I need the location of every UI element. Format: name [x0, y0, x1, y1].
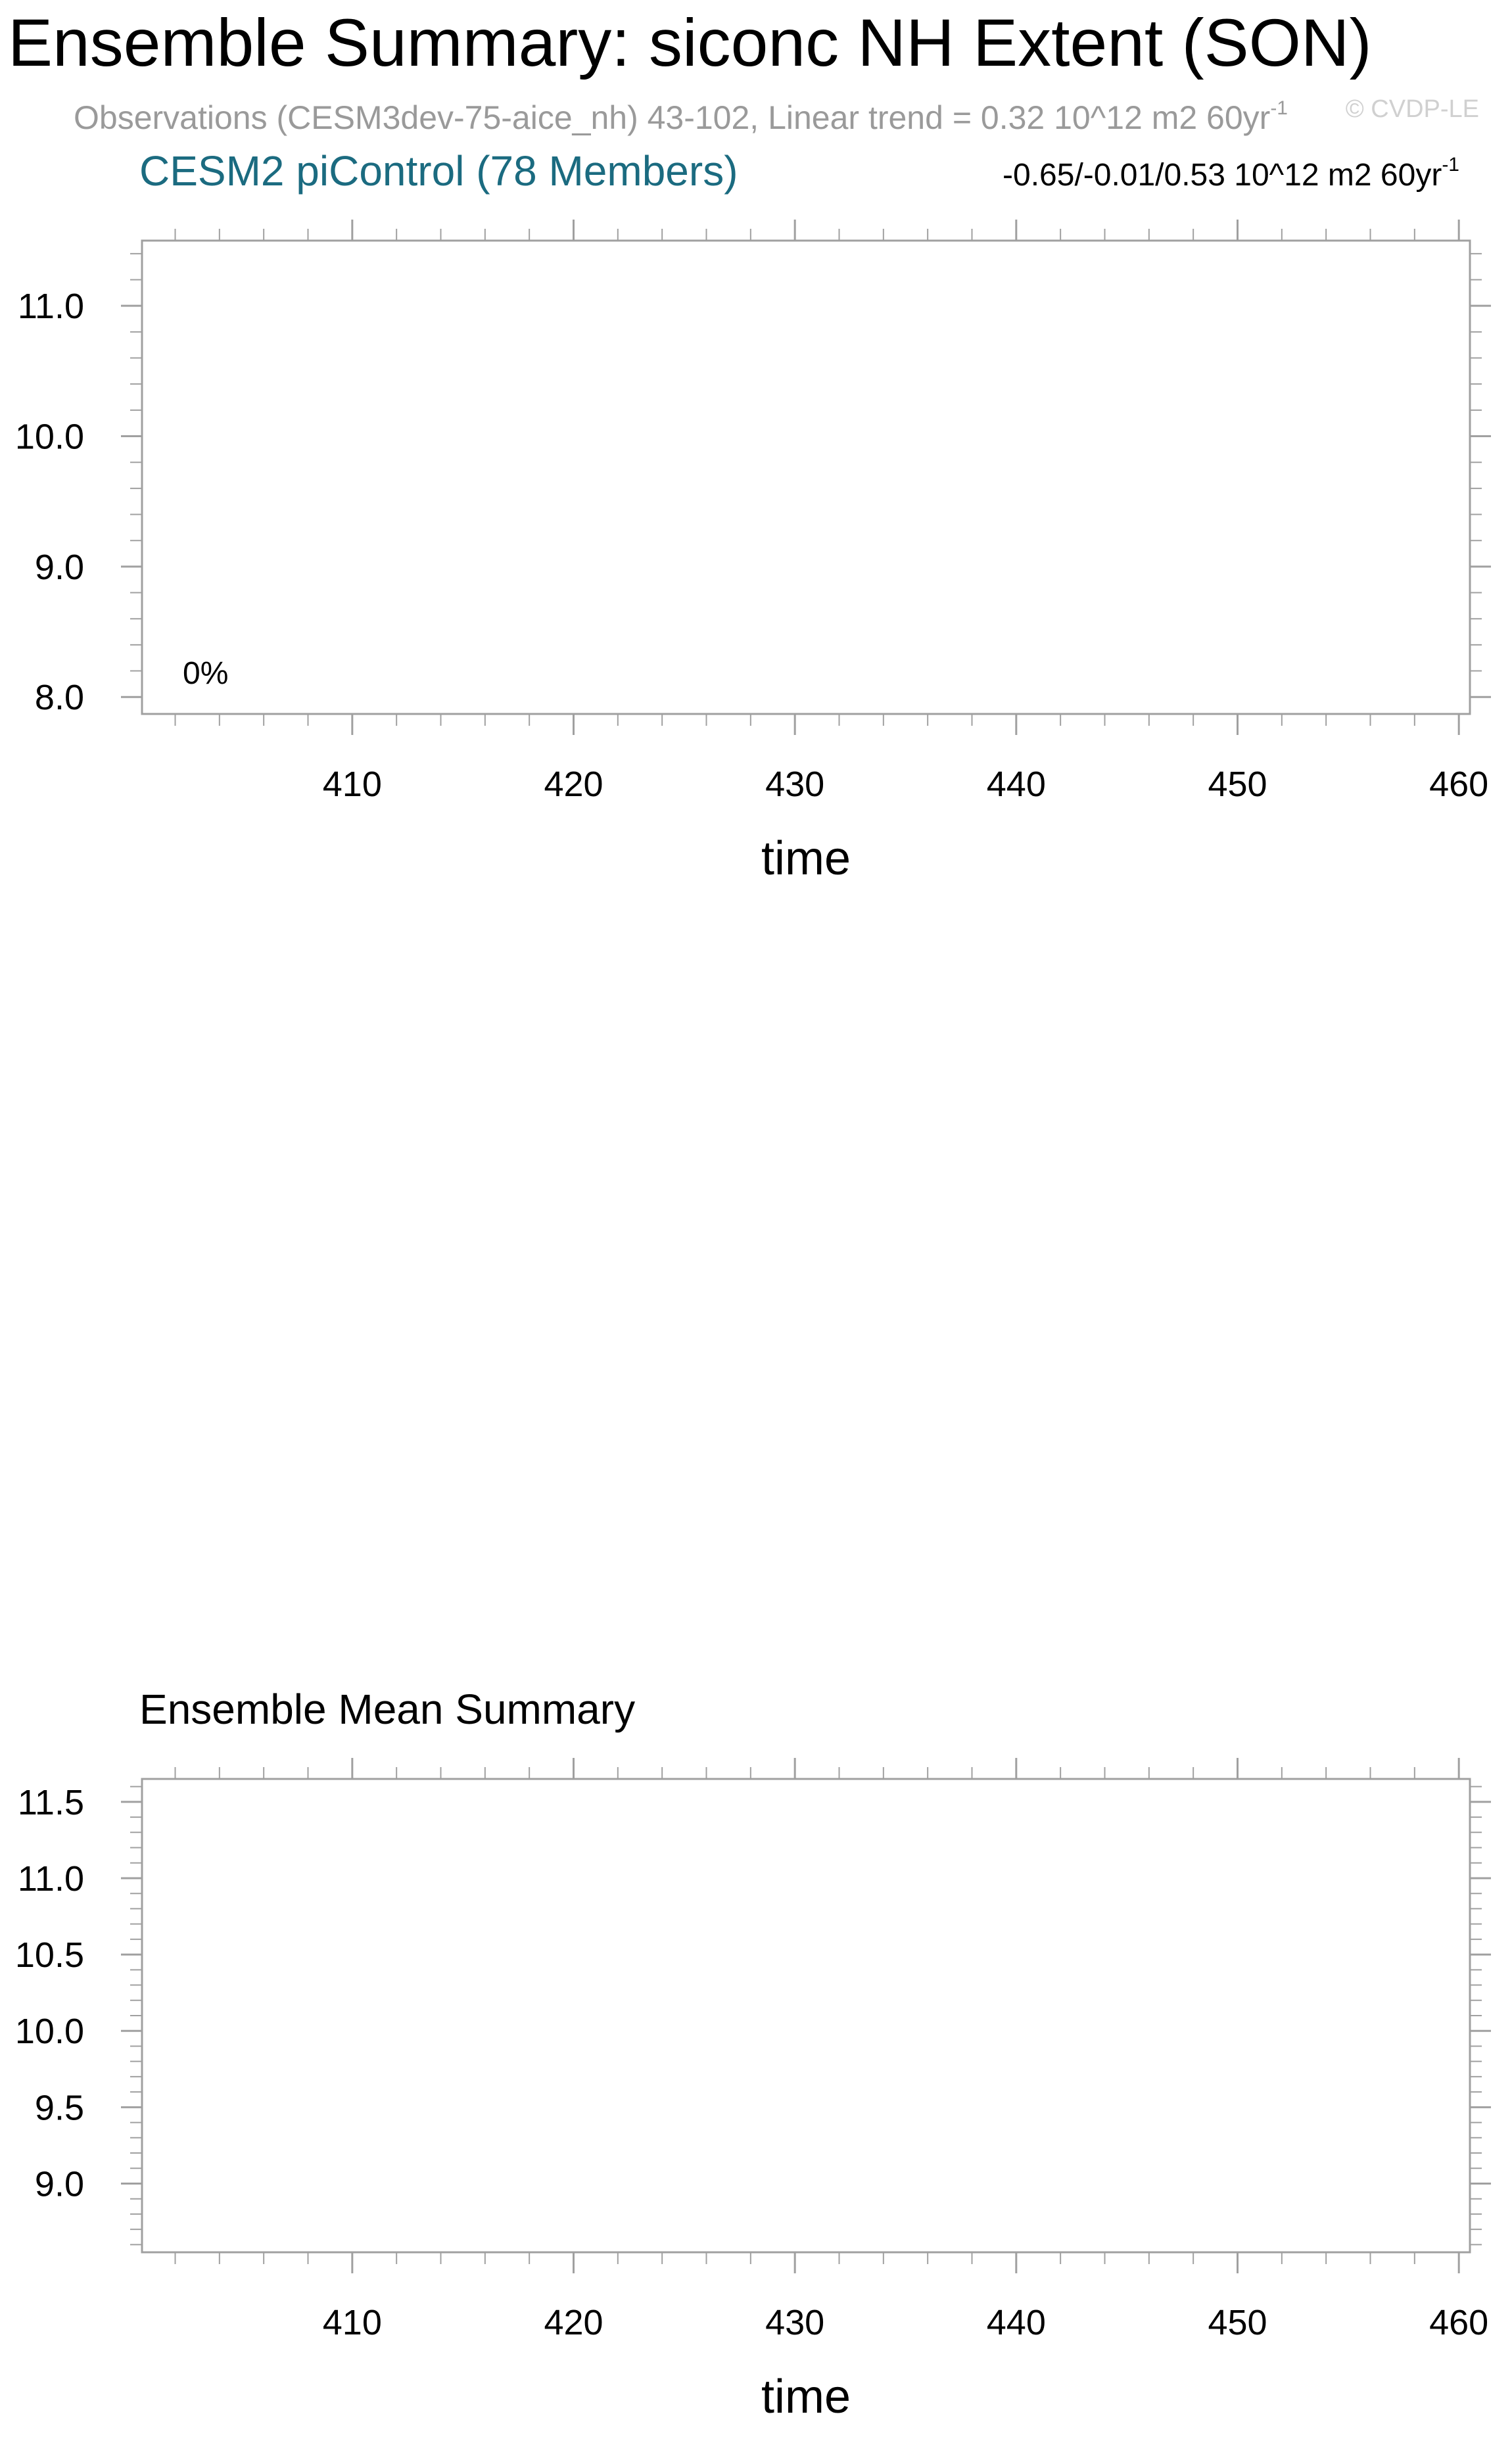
panel-ensemble-mean: Ensemble Mean Summary 410 420 430 440 450 460… [15, 1686, 1491, 2423]
x-tick-label: 450 [1208, 2303, 1267, 2342]
observations-text: Observations (CESM3dev-75-aice_nh) 43-10… [74, 99, 1270, 136]
y-tick-label: 11.0 [18, 1859, 84, 1899]
panel2-x-ticks [174, 1758, 1460, 2273]
panel2-subtitle-left: Ensemble Mean Summary [139, 1686, 635, 1733]
y-tick-label: 11.5 [18, 1783, 84, 1822]
x-tick-label: 440 [987, 2303, 1046, 2342]
panel2-x-axis-label: time [761, 2371, 851, 2423]
x-tick-label: 430 [765, 2303, 824, 2342]
y-tick-label: 10.5 [15, 1935, 84, 1975]
x-tick-label: 460 [1429, 765, 1488, 804]
panel2-x-tick-labels: 410 420 430 440 450 460 [323, 2303, 1488, 2342]
panel1-x-tick-labels: 410 420 430 440 450 460 [323, 765, 1488, 804]
observations-line: Observations (CESM3dev-75-aice_nh) 43-10… [74, 97, 1288, 136]
y-tick-label: 9.0 [35, 2164, 84, 2204]
panel1-y-tick-labels: 8.0 9.0 10.0 11.0 [15, 287, 84, 717]
x-tick-label: 410 [323, 2303, 382, 2342]
panel-ensemble-members: CESM2 piControl (78 Members) -0.65/-0.01… [15, 147, 1491, 885]
panel1-stats-exponent: -1 [1442, 154, 1459, 176]
panel1-y-ticks [121, 252, 1491, 698]
x-tick-label: 450 [1208, 765, 1267, 804]
x-tick-label: 420 [544, 2303, 603, 2342]
panel1-x-axis-label: time [761, 832, 851, 885]
panel1-annotation: 0% [183, 656, 228, 691]
x-tick-label: 420 [544, 765, 603, 804]
panel1-subtitle-right: -0.65/-0.01/0.53 10^12 m2 60yr-1 [1003, 154, 1459, 193]
panel1-plot-frame [141, 239, 1471, 715]
panel2-plot-frame [141, 1778, 1471, 2254]
y-tick-label: 9.0 [35, 548, 84, 587]
y-tick-label: 10.0 [15, 417, 84, 457]
x-tick-label: 430 [765, 765, 824, 804]
panel1-subtitle-left: CESM2 piControl (78 Members) [139, 147, 738, 195]
x-tick-label: 460 [1429, 2303, 1488, 2342]
y-tick-label: 11.0 [18, 287, 84, 326]
panel2-y-ticks [121, 1786, 1491, 2246]
watermark: © CVDP-LE [1346, 95, 1479, 123]
x-tick-label: 440 [987, 765, 1046, 804]
observations-exponent: -1 [1270, 97, 1288, 119]
y-tick-label: 9.5 [35, 2088, 84, 2127]
y-tick-label: 10.0 [15, 2012, 84, 2051]
x-tick-label: 410 [323, 765, 382, 804]
y-tick-label: 8.0 [35, 678, 84, 717]
figure-title: Ensemble Summary: siconc NH Extent (SON) [8, 5, 1372, 80]
panel2-y-tick-labels: 9.0 9.5 10.0 10.5 11.0 11.5 [15, 1783, 84, 2204]
panel1-x-ticks [174, 220, 1460, 735]
panel1-stats-text: -0.65/-0.01/0.53 10^12 m2 60yr [1003, 158, 1442, 193]
